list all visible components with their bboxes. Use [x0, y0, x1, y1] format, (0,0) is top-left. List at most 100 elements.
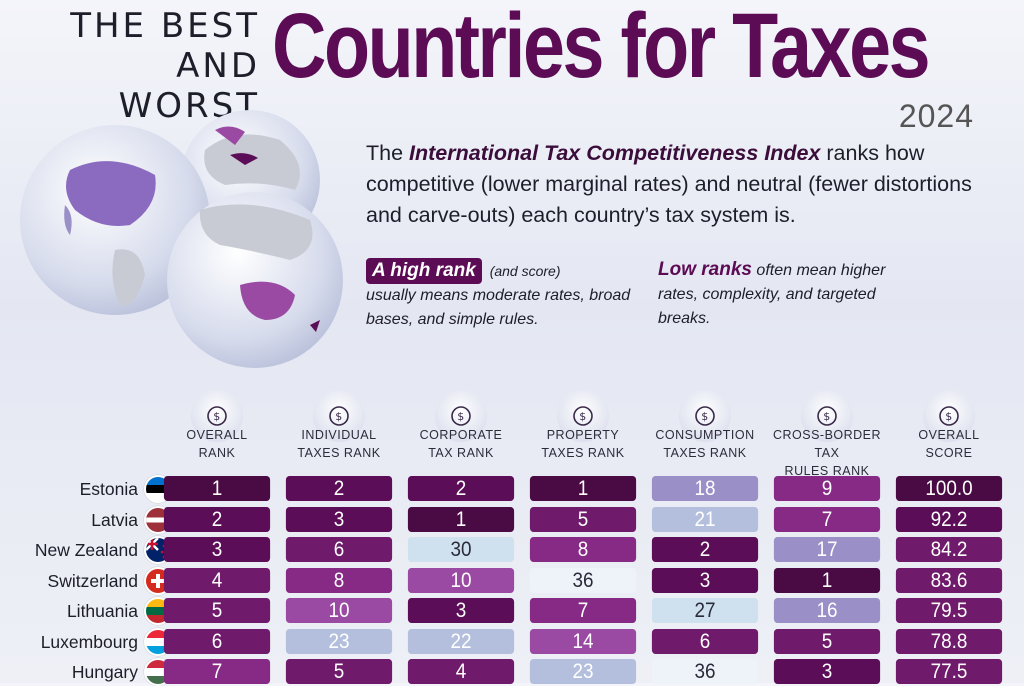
globes-illustration — [20, 110, 343, 368]
kicker-title: THE BEST AND WORST — [46, 6, 260, 126]
high-rank-highlight: A high rank — [366, 258, 482, 284]
cell-score: 83.6 — [895, 567, 1003, 593]
cell-crossborder: 3 — [773, 659, 881, 684]
cell-overall_rank: 2 — [163, 506, 271, 532]
cell-corporate: 10 — [407, 567, 515, 593]
column-label: CONSUMPTION TAXES RANK — [655, 428, 755, 460]
cell-property: 5 — [529, 506, 637, 532]
cell-crossborder: 1 — [773, 567, 881, 593]
svg-text:$: $ — [213, 410, 221, 423]
year-label: 2024 — [898, 98, 974, 134]
column-label: OVERALL RANK — [186, 428, 248, 460]
person-icon: $ — [313, 390, 365, 442]
house-dollar-icon: $ — [557, 390, 609, 442]
cell-individual: 23 — [285, 628, 393, 654]
index-name: International Tax Competitiveness Index — [409, 141, 821, 165]
magnifier-dollar-icon: $ — [923, 390, 975, 442]
cell-score: 84.2 — [895, 537, 1003, 562]
cell-individual: 2 — [285, 476, 393, 501]
column-label: INDIVIDUAL TAXES RANK — [297, 428, 381, 460]
cell-overall_rank: 7 — [163, 659, 271, 684]
column-header-overall_rank: $ OVERALL RANK — [156, 390, 278, 462]
kicker-line-1: THE BEST — [70, 6, 260, 46]
cell-score: 77.5 — [895, 659, 1003, 684]
money-bag-hand-icon: $ — [191, 390, 243, 442]
cell-property: 8 — [529, 537, 637, 562]
globe-americas — [20, 125, 210, 315]
cell-crossborder: 5 — [773, 628, 881, 654]
cell-overall_rank: 4 — [163, 567, 271, 593]
cell-property: 23 — [529, 659, 637, 684]
cell-consumption: 2 — [651, 537, 759, 562]
cell-corporate: 2 — [407, 476, 515, 501]
cell-overall_rank: 6 — [163, 628, 271, 654]
globe-asia-pacific — [167, 192, 343, 368]
column-label: CORPORATE TAX RANK — [419, 428, 503, 460]
cell-crossborder: 17 — [773, 537, 881, 562]
column-header-crossborder: $ CROSS-BORDER TAX RULES RANK — [766, 390, 888, 480]
cell-individual: 8 — [285, 567, 393, 593]
cell-score: 78.8 — [895, 628, 1003, 654]
cell-corporate: 1 — [407, 506, 515, 532]
svg-text:$: $ — [823, 410, 831, 423]
low-rank-lead: Low ranks — [658, 259, 752, 280]
svg-text:$: $ — [457, 410, 465, 423]
low-rank-text: often mean higher rates, complexity, and… — [658, 262, 886, 327]
high-rank-note: A high rank (and score) usually means mo… — [366, 258, 636, 332]
intro-prefix: The — [366, 141, 410, 165]
globe-dollar-icon: $ — [801, 390, 853, 442]
high-rank-paren: (and score) — [485, 263, 561, 279]
cell-corporate: 4 — [407, 659, 515, 684]
cell-consumption: 36 — [651, 659, 759, 684]
cell-consumption: 3 — [651, 567, 759, 593]
country-label: Luxembourg — [40, 631, 138, 652]
cell-individual: 5 — [285, 659, 393, 684]
cell-overall_rank: 5 — [163, 598, 271, 623]
cell-corporate: 3 — [407, 598, 515, 623]
svg-text:$: $ — [701, 410, 709, 423]
cell-individual: 3 — [285, 506, 393, 532]
cell-consumption: 27 — [651, 598, 759, 623]
column-header-corporate: $ CORPORATE TAX RANK — [400, 390, 522, 462]
cell-individual: 6 — [285, 537, 393, 562]
low-rank-note: Low ranks often mean higher rates, compl… — [658, 258, 918, 331]
cell-crossborder: 7 — [773, 506, 881, 532]
country-label: Estonia — [79, 479, 138, 499]
people-coins-icon: $ — [435, 390, 487, 442]
cell-property: 7 — [529, 598, 637, 623]
svg-text:$: $ — [579, 410, 587, 423]
column-label: OVERALL SCORE — [918, 428, 980, 460]
country-label: Latvia — [91, 509, 138, 530]
country-label: Switzerland — [47, 570, 138, 591]
svg-text:$: $ — [945, 410, 953, 423]
column-label: PROPERTY TAXES RANK — [541, 428, 625, 460]
cell-consumption: 18 — [651, 476, 759, 501]
cell-score: 92.2 — [895, 506, 1003, 532]
page-title: Countries for Taxes — [272, 0, 931, 97]
cell-score: 100.0 — [895, 476, 1003, 501]
cell-consumption: 6 — [651, 628, 759, 654]
cell-overall_rank: 1 — [163, 476, 271, 501]
cell-corporate: 22 — [407, 628, 515, 654]
country-label: Hungary — [71, 662, 138, 682]
shopping-bag-dollar-icon: $ — [679, 390, 731, 442]
column-header-individual: $ INDIVIDUAL TAXES RANK — [278, 390, 400, 462]
cell-property: 36 — [529, 567, 637, 593]
cell-corporate: 30 — [407, 537, 515, 562]
country-label: New Zealand — [34, 540, 138, 560]
high-rank-text: usually means moderate rates, broad base… — [366, 287, 631, 328]
cell-individual: 10 — [285, 598, 393, 623]
column-header-property: $ PROPERTY TAXES RANK — [522, 390, 644, 462]
intro-suffix: ranks how competitive (lower marginal ra… — [366, 141, 972, 227]
cell-property: 1 — [529, 476, 637, 501]
intro-paragraph: The International Tax Competitiveness In… — [366, 138, 1006, 231]
column-header-consumption: $ CONSUMPTION TAXES RANK — [644, 390, 766, 462]
cell-consumption: 21 — [651, 506, 759, 532]
cell-overall_rank: 3 — [163, 537, 271, 562]
cell-crossborder: 9 — [773, 476, 881, 501]
cell-property: 14 — [529, 628, 637, 654]
cell-crossborder: 16 — [773, 598, 881, 623]
svg-text:$: $ — [335, 410, 343, 423]
kicker-line-2: AND WORST — [118, 46, 260, 126]
column-header-score: $ OVERALL SCORE — [888, 390, 1010, 462]
